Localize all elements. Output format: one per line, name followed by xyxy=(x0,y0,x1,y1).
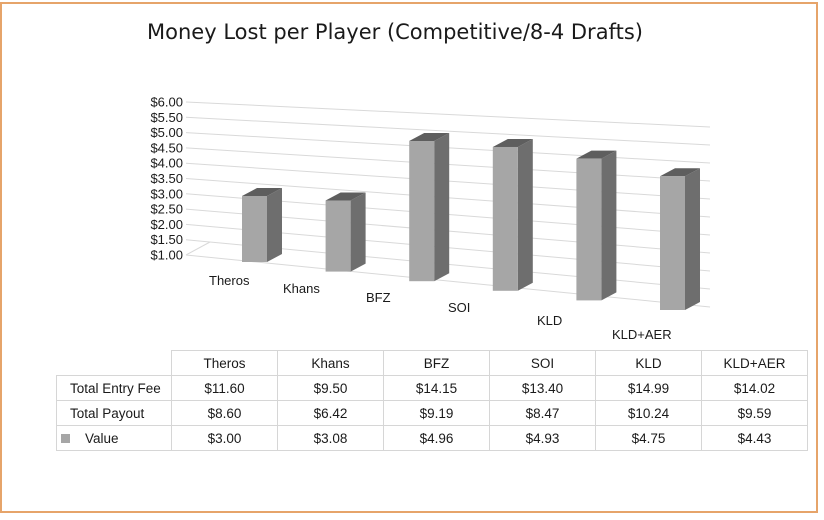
table-cell: $14.02 xyxy=(701,375,808,401)
table-cell: $4.43 xyxy=(701,425,808,451)
y-tick-label: $4.00 xyxy=(150,156,183,171)
y-tick-label: $5.50 xyxy=(150,110,183,125)
gridline xyxy=(185,254,711,308)
table-row: Total Payout $8.60 $6.42 $9.19 $8.47 $10… xyxy=(56,400,808,426)
bar-front xyxy=(242,196,267,262)
bar-top xyxy=(242,188,282,196)
y-tick-label: $6.00 xyxy=(150,95,183,110)
bar xyxy=(576,150,617,301)
column-header: KLD+AER xyxy=(701,350,808,376)
category-labels: Theros Khans BFZ SOI KLD KLD+AER xyxy=(209,273,672,342)
bar-side xyxy=(517,138,533,291)
table-cell: $4.93 xyxy=(489,425,596,451)
table-cell: $10.24 xyxy=(595,400,702,426)
bar-front xyxy=(660,176,685,310)
column-header: BFZ xyxy=(383,350,490,376)
data-table: Theros Khans BFZ SOI KLD KLD+AER Total E… xyxy=(56,350,808,451)
bar-top xyxy=(409,133,450,142)
table-cell: $9.19 xyxy=(383,400,490,426)
column-header: SOI xyxy=(489,350,596,376)
x-tick-label: Theros xyxy=(209,273,250,288)
table-row: Value $3.00 $3.08 $4.96 $4.93 $4.75 $4.4… xyxy=(56,425,808,451)
bar-side xyxy=(601,150,617,301)
y-tick-label: $2.00 xyxy=(150,217,183,232)
y-tick-label: $4.50 xyxy=(150,140,183,155)
table-cell: $14.99 xyxy=(595,375,702,401)
column-header: Khans xyxy=(277,350,384,376)
bar-top xyxy=(660,168,700,177)
gridline xyxy=(185,101,711,128)
bar-top xyxy=(325,192,366,201)
row-label: Value xyxy=(56,425,172,451)
legend-label: Value xyxy=(85,430,119,446)
y-tick-label: $1.50 xyxy=(150,232,183,247)
column-header: Theros xyxy=(171,350,278,376)
bar-side xyxy=(685,168,700,310)
x-tick-label: KLD xyxy=(537,313,562,328)
x-tick-label: BFZ xyxy=(366,290,391,305)
table-cell: $8.60 xyxy=(171,400,278,426)
bar xyxy=(242,188,282,262)
table-cell: $6.42 xyxy=(277,400,384,426)
bar-front xyxy=(576,158,602,301)
row-label: Total Entry Fee xyxy=(56,375,172,401)
bars xyxy=(242,133,700,310)
y-tick-label: $2.50 xyxy=(150,202,183,217)
x-tick-label: SOI xyxy=(448,300,470,315)
table-cell: $11.60 xyxy=(171,375,278,401)
data-table-header: Theros Khans BFZ SOI KLD KLD+AER xyxy=(56,350,808,376)
row-label: Total Payout xyxy=(56,400,172,426)
bar xyxy=(660,168,700,310)
chart-title: Money Lost per Player (Competitive/8-4 D… xyxy=(147,20,643,44)
legend-key xyxy=(61,434,70,444)
y-tick-label: $3.00 xyxy=(150,186,183,201)
y-tick-label: $3.50 xyxy=(150,171,183,186)
bar-side xyxy=(434,133,450,282)
table-cell: $4.96 xyxy=(383,425,490,451)
bar xyxy=(409,133,450,282)
table-cell: $8.47 xyxy=(489,400,596,426)
table-cell: $9.59 xyxy=(701,400,808,426)
table-cell: $4.75 xyxy=(595,425,702,451)
bar-top xyxy=(492,138,533,147)
bar-top xyxy=(576,150,617,159)
gridline xyxy=(185,116,711,146)
y-axis-ticks: $1.00$1.50$2.00$2.50$3.00$3.50$4.00$4.50… xyxy=(150,95,183,263)
bar xyxy=(492,138,533,291)
bar-front xyxy=(492,146,518,291)
bar-front xyxy=(325,200,351,272)
table-cell: $14.15 xyxy=(383,375,490,401)
table-cell: $3.08 xyxy=(277,425,384,451)
y-tick-label: $5.00 xyxy=(150,125,183,140)
chart-plot: $1.00$1.50$2.00$2.50$3.00$3.50$4.00$4.50… xyxy=(150,95,711,342)
bar xyxy=(325,192,366,272)
bar-front xyxy=(409,141,435,282)
bar-side xyxy=(350,192,366,272)
bar-side xyxy=(267,188,282,262)
x-tick-label: Khans xyxy=(283,281,320,296)
table-cell: $3.00 xyxy=(171,425,278,451)
table-cell: $13.40 xyxy=(489,375,596,401)
wall-edge xyxy=(185,241,211,256)
y-tick-label: $1.00 xyxy=(150,248,183,263)
table-cell: $9.50 xyxy=(277,375,384,401)
column-header: KLD xyxy=(595,350,702,376)
table-row: Total Entry Fee $11.60 $9.50 $14.15 $13.… xyxy=(56,375,808,401)
x-tick-label: KLD+AER xyxy=(612,327,672,342)
